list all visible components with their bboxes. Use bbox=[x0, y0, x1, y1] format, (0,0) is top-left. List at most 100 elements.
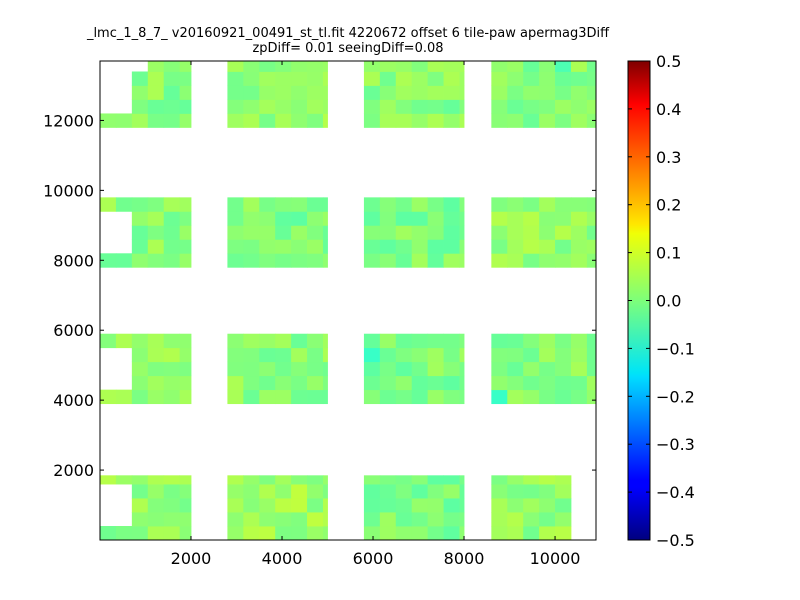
heatmap-cell bbox=[259, 498, 276, 513]
heatmap-cell bbox=[131, 113, 149, 128]
heatmap-cell bbox=[523, 85, 540, 100]
heatmap-cell bbox=[322, 526, 328, 541]
heatmap-cell bbox=[523, 71, 540, 86]
heatmap-cell bbox=[443, 253, 460, 268]
heatmap-cell bbox=[539, 71, 556, 86]
heatmap-cell bbox=[411, 61, 429, 72]
heatmap-cell bbox=[147, 512, 165, 527]
heatmap-cell bbox=[307, 484, 324, 499]
heatmap-cell bbox=[539, 239, 556, 254]
heatmap-cell bbox=[147, 85, 165, 100]
heatmap-cell bbox=[379, 61, 397, 72]
heatmap-cell bbox=[131, 361, 149, 377]
heatmap-cell bbox=[275, 85, 292, 100]
heatmap-cell bbox=[322, 61, 328, 72]
heatmap-cell bbox=[570, 211, 588, 226]
heatmap-cell bbox=[243, 361, 260, 377]
heatmap-cell bbox=[491, 239, 508, 254]
heatmap-cell bbox=[395, 484, 413, 499]
heatmap-cell bbox=[131, 333, 149, 349]
y-tick-label: 4000 bbox=[53, 391, 94, 410]
heatmap-cell bbox=[459, 361, 465, 377]
heatmap-cell bbox=[570, 113, 588, 128]
heatmap-cell bbox=[395, 389, 413, 405]
heatmap-cell bbox=[243, 526, 260, 541]
heatmap-cell bbox=[163, 333, 181, 349]
heatmap-cell bbox=[115, 526, 133, 541]
heatmap-cell bbox=[427, 498, 444, 513]
heatmap-cell bbox=[363, 225, 381, 240]
heatmap-cell bbox=[131, 71, 149, 86]
heatmap-cell bbox=[275, 71, 292, 86]
heatmap-cell bbox=[507, 361, 524, 377]
heatmap-cell bbox=[275, 375, 292, 391]
heatmap-cell bbox=[163, 389, 181, 405]
heatmap-cell bbox=[363, 375, 381, 391]
heatmap-cell bbox=[179, 498, 192, 513]
heatmap-cell bbox=[379, 498, 397, 513]
heatmap-cell bbox=[555, 225, 572, 240]
heatmap-cell bbox=[459, 498, 465, 513]
heatmap-cell bbox=[307, 347, 324, 363]
heatmap-cell bbox=[507, 389, 524, 405]
heatmap-cell bbox=[275, 347, 292, 363]
heatmap-cell bbox=[243, 375, 260, 391]
heatmap-cell bbox=[379, 211, 397, 226]
heatmap-cell bbox=[179, 113, 192, 128]
heatmap-cell bbox=[179, 361, 192, 377]
heatmap-cell bbox=[539, 512, 556, 527]
heatmap-cell bbox=[291, 211, 308, 226]
heatmap-cell bbox=[259, 253, 276, 268]
heatmap-cell bbox=[363, 526, 381, 541]
heatmap-cell bbox=[395, 211, 413, 226]
heatmap-cell bbox=[259, 512, 276, 527]
heatmap-cell bbox=[555, 253, 572, 268]
heatmap-cell bbox=[586, 375, 597, 391]
heatmap-cell bbox=[307, 99, 324, 114]
heatmap-cell bbox=[523, 526, 540, 541]
heatmap-cell bbox=[259, 225, 276, 240]
heatmap-cell bbox=[459, 475, 465, 485]
heatmap-cell bbox=[523, 389, 540, 405]
heatmap-cell bbox=[307, 389, 324, 405]
heatmap-cell bbox=[147, 239, 165, 254]
heatmap-cell bbox=[363, 99, 381, 114]
heatmap-cell bbox=[443, 389, 460, 405]
heatmap-cell bbox=[379, 389, 397, 405]
heatmap-cell bbox=[100, 113, 117, 128]
heatmap-cell bbox=[307, 253, 324, 268]
heatmap-cell bbox=[363, 347, 381, 363]
heatmap-cell bbox=[427, 85, 444, 100]
heatmap-cell bbox=[491, 113, 508, 128]
heatmap-cell bbox=[179, 85, 192, 100]
heatmap-cell bbox=[523, 113, 540, 128]
heatmap-cell bbox=[539, 475, 556, 485]
heatmap-cell bbox=[275, 113, 292, 128]
heatmap-cell bbox=[395, 347, 413, 363]
heatmap-cell bbox=[427, 239, 444, 254]
heatmap-cell bbox=[363, 211, 381, 226]
heatmap-cell bbox=[523, 347, 540, 363]
heatmap-cell bbox=[322, 361, 328, 377]
heatmap-cell bbox=[227, 61, 244, 72]
heatmap-cell bbox=[523, 375, 540, 391]
heatmap-cell bbox=[179, 61, 192, 72]
heatmap-cell bbox=[570, 99, 588, 114]
heatmap-cell bbox=[147, 197, 165, 212]
heatmap-cell bbox=[443, 197, 460, 212]
heatmap-cell bbox=[443, 99, 460, 114]
heatmap-cell bbox=[459, 484, 465, 499]
heatmap-cell bbox=[291, 347, 308, 363]
heatmap-cell bbox=[586, 253, 597, 268]
heatmap-cell bbox=[307, 197, 324, 212]
heatmap-cell bbox=[147, 61, 165, 72]
colorbar-tick-label: −0.4 bbox=[656, 483, 695, 502]
heatmap-cell bbox=[179, 526, 192, 541]
heatmap-cell bbox=[291, 113, 308, 128]
heatmap-cell bbox=[555, 361, 572, 377]
heatmap-cell bbox=[163, 526, 181, 541]
heatmap-cell bbox=[227, 113, 244, 128]
heatmap-cell bbox=[163, 361, 181, 377]
heatmap-cell bbox=[163, 484, 181, 499]
